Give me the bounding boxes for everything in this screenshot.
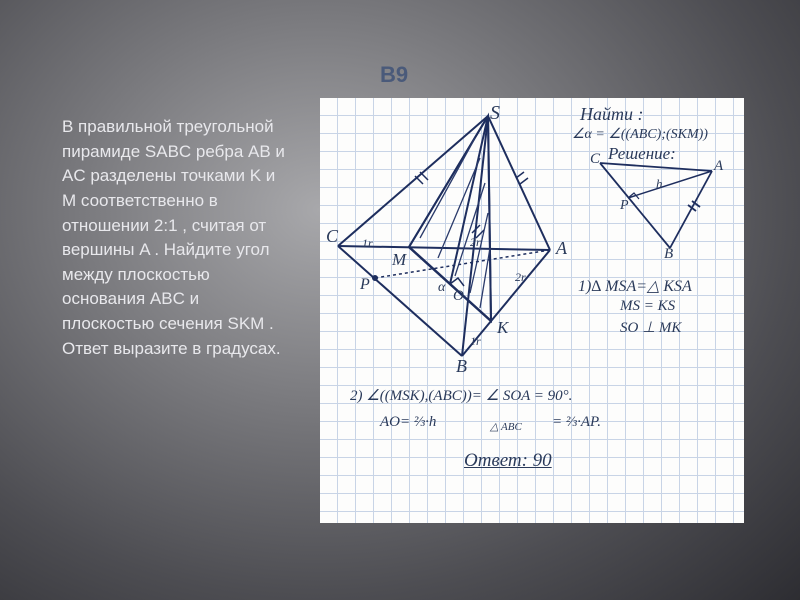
notebook-paper: S A B C K M O P α 1r 2r 2r 1r C A B P h … — [320, 98, 744, 523]
step2b: AO= ⅔·h — [380, 414, 436, 431]
label-2r-ma: 2r — [470, 235, 481, 250]
label-2r-ak: 2r — [515, 270, 526, 285]
label-alpha: α — [438, 280, 445, 296]
label-P2: P — [620, 198, 629, 214]
step1: 1)∆ MSA=△ KSA — [578, 276, 692, 296]
problem-text: В правильной треугольной пирамиде SABC р… — [62, 115, 292, 361]
find-label: Найти : — [580, 104, 644, 125]
step2c: = ⅔·AP. — [552, 414, 601, 431]
slide-title: B9 — [380, 62, 408, 88]
tri-abc: △ ABC — [490, 420, 522, 433]
label-B2: B — [664, 246, 673, 263]
label-1r-cm: 1r — [362, 236, 373, 251]
label-h: h — [656, 176, 663, 192]
label-K: K — [497, 318, 508, 338]
solution-label: Решение: — [608, 144, 676, 164]
find-expr: ∠α = ∠((ABC);(SKM)) — [572, 126, 708, 143]
step1c: SO ⊥ MK — [620, 318, 681, 337]
step1b: MS = KS — [620, 298, 675, 315]
label-O: O — [453, 288, 464, 305]
label-P: P — [360, 276, 370, 294]
label-C2: C — [590, 151, 600, 168]
label-1r-kb: 1r — [470, 334, 481, 349]
label-C: C — [326, 226, 338, 247]
label-A2: A — [714, 158, 723, 175]
answer: Ответ: 90 — [464, 450, 552, 472]
label-A: A — [556, 238, 567, 259]
step2: 2) ∠((MSK),(ABC))= ∠ SOA = 90°. — [350, 386, 730, 405]
label-M: M — [392, 250, 406, 270]
label-B: B — [456, 356, 467, 377]
label-S: S — [490, 102, 500, 125]
